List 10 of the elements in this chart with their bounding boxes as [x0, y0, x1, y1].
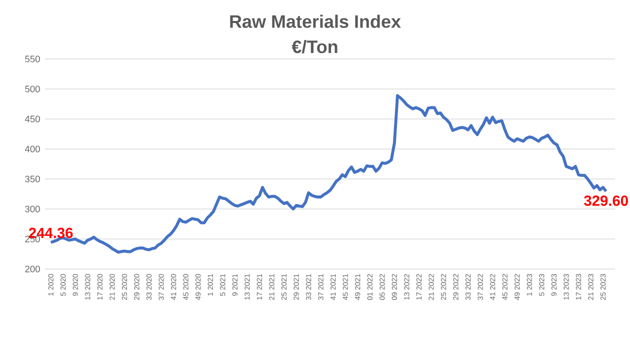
y-tick-label: 300: [25, 206, 40, 212]
y-tick-label: 400: [24, 146, 40, 152]
y-tick-label: 450: [24, 116, 40, 122]
y-tick-label: 550: [25, 56, 40, 62]
y-tick-label: 200: [25, 266, 40, 272]
chart-subtitle: €/Ton: [292, 40, 338, 54]
y-tick-label: 500: [25, 86, 40, 92]
y-tick-label: 350: [25, 176, 40, 182]
data-label: 329.60: [584, 196, 628, 206]
chart-title: Raw Materials Index: [230, 14, 401, 28]
